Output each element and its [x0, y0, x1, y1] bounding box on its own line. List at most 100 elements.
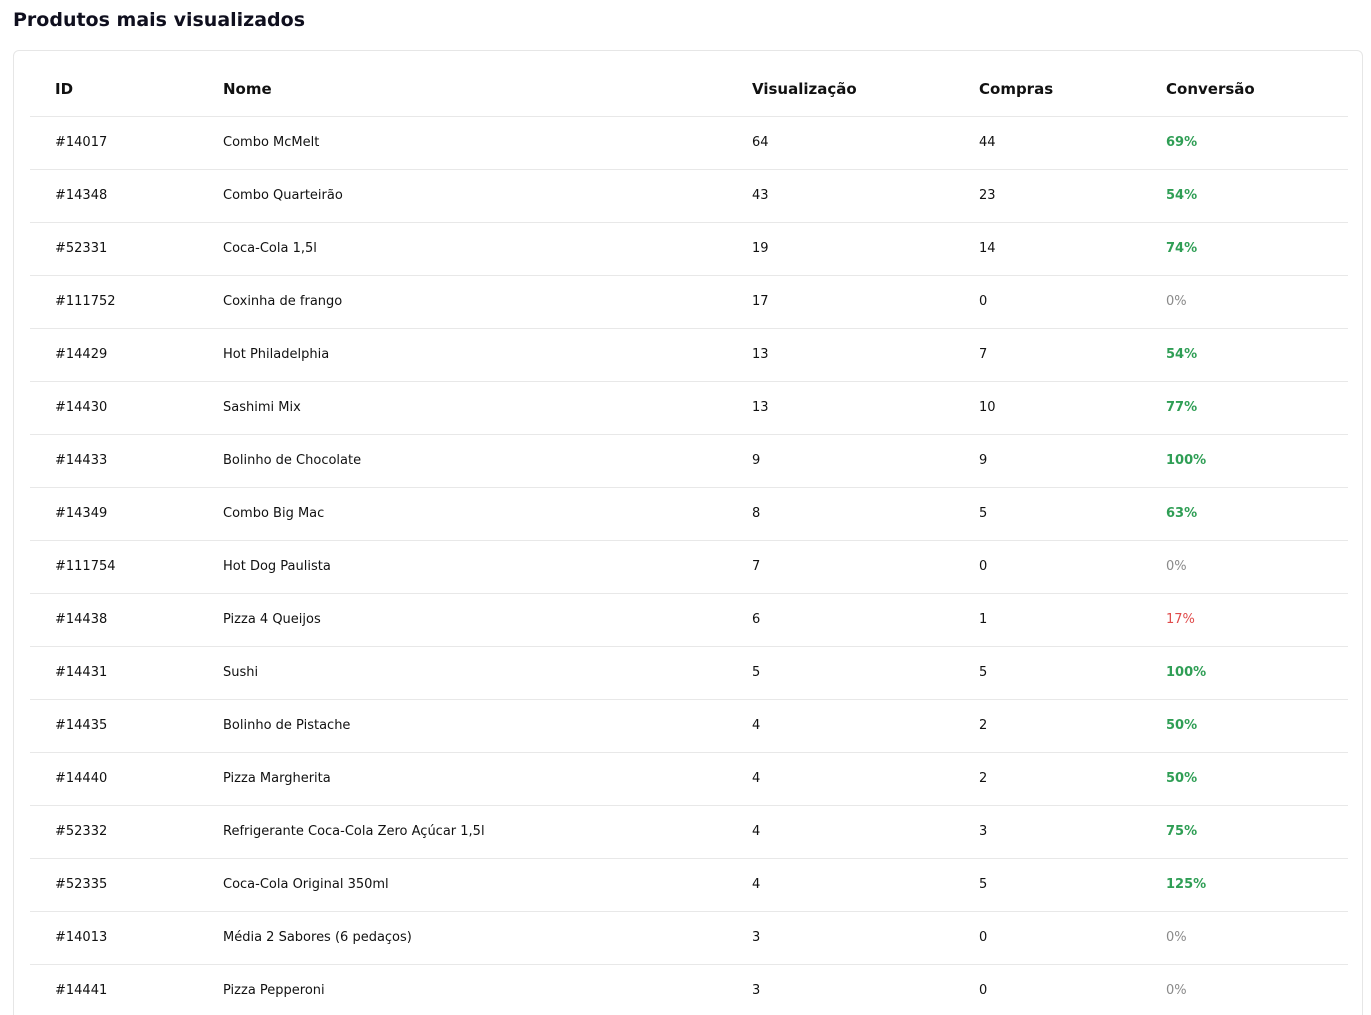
product-purchases: 2: [954, 752, 1141, 806]
table-row: #14431 Sushi 5 5 100%: [30, 646, 1348, 700]
page-title: Produtos mais visualizados: [13, 9, 306, 31]
product-id: #14348: [30, 169, 198, 223]
table-row: #14435 Bolinho de Pistache 4 2 50%: [30, 699, 1348, 753]
product-conversion: 54%: [1141, 328, 1348, 382]
header-purchases: Compras: [954, 63, 1141, 117]
table-row: #52331 Coca-Cola 1,5l 19 14 74%: [30, 222, 1348, 276]
product-views: 4: [727, 805, 954, 859]
product-conversion: 75%: [1141, 805, 1348, 859]
table-row: #14013 Média 2 Sabores (6 pedaços) 3 0 0%: [30, 911, 1348, 965]
table-row: #14348 Combo Quarteirão 43 23 54%: [30, 169, 1348, 223]
product-views: 19: [727, 222, 954, 276]
table-row: #14438 Pizza 4 Queijos 6 1 17%: [30, 593, 1348, 647]
product-purchases: 5: [954, 858, 1141, 912]
product-id: #52335: [30, 858, 198, 912]
header-views: Visualização: [727, 63, 954, 117]
product-name: Hot Philadelphia: [198, 328, 727, 382]
product-purchases: 23: [954, 169, 1141, 223]
header-name: Nome: [198, 63, 727, 117]
product-purchases: 14: [954, 222, 1141, 276]
product-id: #52331: [30, 222, 198, 276]
product-views: 4: [727, 699, 954, 753]
products-table: ID Nome Visualização Compras Conversão #…: [30, 63, 1348, 1015]
table-row: #52335 Coca-Cola Original 350ml 4 5 125%: [30, 858, 1348, 912]
product-views: 9: [727, 434, 954, 488]
product-conversion: 50%: [1141, 699, 1348, 753]
product-conversion: 74%: [1141, 222, 1348, 276]
product-conversion: 0%: [1141, 275, 1348, 329]
product-id: #14429: [30, 328, 198, 382]
header-id: ID: [30, 63, 198, 117]
product-views: 4: [727, 752, 954, 806]
product-id: #111752: [30, 275, 198, 329]
product-name: Refrigerante Coca-Cola Zero Açúcar 1,5l: [198, 805, 727, 859]
table-row: #111754 Hot Dog Paulista 7 0 0%: [30, 540, 1348, 594]
product-views: 13: [727, 381, 954, 435]
product-purchases: 2: [954, 699, 1141, 753]
product-views: 13: [727, 328, 954, 382]
product-name: Média 2 Sabores (6 pedaços): [198, 911, 727, 965]
product-purchases: 7: [954, 328, 1141, 382]
product-name: Bolinho de Chocolate: [198, 434, 727, 488]
product-views: 3: [727, 964, 954, 1015]
table-row: #14440 Pizza Margherita 4 2 50%: [30, 752, 1348, 806]
product-conversion: 0%: [1141, 911, 1348, 965]
product-conversion: 125%: [1141, 858, 1348, 912]
product-name: Hot Dog Paulista: [198, 540, 727, 594]
product-purchases: 0: [954, 964, 1141, 1015]
product-conversion: 100%: [1141, 646, 1348, 700]
product-name: Coxinha de frango: [198, 275, 727, 329]
product-name: Coca-Cola Original 350ml: [198, 858, 727, 912]
table-row: #14433 Bolinho de Chocolate 9 9 100%: [30, 434, 1348, 488]
product-id: #52332: [30, 805, 198, 859]
table-header: ID Nome Visualização Compras Conversão: [30, 63, 1348, 117]
product-purchases: 1: [954, 593, 1141, 647]
table-row: #52332 Refrigerante Coca-Cola Zero Açúcar…: [30, 805, 1348, 859]
product-purchases: 0: [954, 540, 1141, 594]
product-name: Combo McMelt: [198, 116, 727, 170]
table-row: #14441 Pizza Pepperoni 3 0 0%: [30, 964, 1348, 1015]
product-views: 3: [727, 911, 954, 965]
product-views: 43: [727, 169, 954, 223]
product-views: 64: [727, 116, 954, 170]
product-conversion: 17%: [1141, 593, 1348, 647]
product-conversion: 69%: [1141, 116, 1348, 170]
product-conversion: 54%: [1141, 169, 1348, 223]
product-id: #14441: [30, 964, 198, 1015]
header-conversion: Conversão: [1141, 63, 1348, 117]
product-views: 7: [727, 540, 954, 594]
product-views: 8: [727, 487, 954, 541]
table-row: #111752 Coxinha de frango 17 0 0%: [30, 275, 1348, 329]
product-purchases: 5: [954, 487, 1141, 541]
product-id: #14431: [30, 646, 198, 700]
product-conversion: 0%: [1141, 540, 1348, 594]
product-purchases: 3: [954, 805, 1141, 859]
product-views: 4: [727, 858, 954, 912]
product-id: #14435: [30, 699, 198, 753]
product-views: 6: [727, 593, 954, 647]
product-purchases: 5: [954, 646, 1141, 700]
product-purchases: 10: [954, 381, 1141, 435]
products-card: ID Nome Visualização Compras Conversão #…: [13, 50, 1363, 1015]
product-purchases: 0: [954, 275, 1141, 329]
product-id: #14013: [30, 911, 198, 965]
product-id: #14017: [30, 116, 198, 170]
product-conversion: 0%: [1141, 964, 1348, 1015]
product-name: Coca-Cola 1,5l: [198, 222, 727, 276]
product-purchases: 9: [954, 434, 1141, 488]
product-views: 5: [727, 646, 954, 700]
table-row: #14349 Combo Big Mac 8 5 63%: [30, 487, 1348, 541]
product-name: Pizza 4 Queijos: [198, 593, 727, 647]
product-conversion: 100%: [1141, 434, 1348, 488]
product-conversion: 63%: [1141, 487, 1348, 541]
product-purchases: 0: [954, 911, 1141, 965]
product-id: #111754: [30, 540, 198, 594]
product-name: Pizza Pepperoni: [198, 964, 727, 1015]
product-name: Combo Quarteirão: [198, 169, 727, 223]
product-id: #14430: [30, 381, 198, 435]
product-conversion: 77%: [1141, 381, 1348, 435]
product-name: Sushi: [198, 646, 727, 700]
table-body: #14017 Combo McMelt 64 44 69% #14348 Combo Qua…: [30, 116, 1348, 1015]
table-row: #14429 Hot Philadelphia 13 7 54%: [30, 328, 1348, 382]
